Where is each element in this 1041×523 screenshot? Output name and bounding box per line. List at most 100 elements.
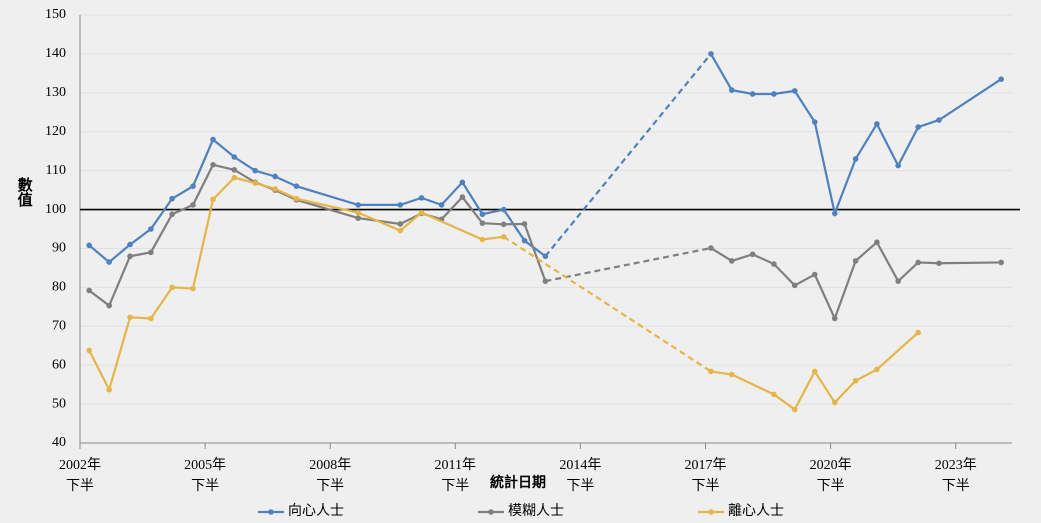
data-point	[210, 196, 216, 203]
data-point	[355, 202, 361, 208]
data-point	[728, 371, 735, 378]
data-point	[190, 202, 196, 208]
data-point	[272, 186, 278, 192]
data-point	[355, 209, 361, 216]
data-point	[459, 179, 466, 186]
data-point	[231, 167, 238, 173]
data-point	[438, 202, 445, 208]
data-point	[542, 253, 549, 260]
data-point	[915, 124, 921, 130]
data-point	[148, 226, 154, 232]
data-point	[852, 156, 859, 162]
x-tick-label: 2023年 下半	[934, 458, 977, 494]
legend-label: 離心人士	[728, 502, 784, 519]
data-point	[749, 91, 756, 97]
data-point	[998, 76, 1004, 82]
series-dashed-line	[545, 246, 712, 283]
data-point	[190, 183, 196, 189]
data-point	[895, 278, 901, 284]
data-point	[479, 220, 486, 226]
series-line	[709, 53, 1002, 218]
data-point	[749, 251, 756, 258]
data-point	[272, 173, 278, 180]
data-point	[231, 154, 238, 160]
y-tick-label: 50	[52, 396, 66, 411]
data-point	[811, 368, 818, 375]
legend-label: 向心人士	[288, 503, 344, 519]
y-tick-label: 90	[52, 241, 66, 256]
data-point	[500, 233, 507, 240]
data-point	[936, 117, 942, 123]
data-point	[542, 278, 549, 284]
data-point	[708, 51, 714, 57]
data-point	[86, 242, 92, 249]
x-tick-label: 2005年 下半	[184, 458, 227, 494]
data-point	[169, 195, 175, 202]
data-point	[148, 249, 154, 256]
legend-marker	[708, 509, 714, 515]
y-tick-label: 150	[45, 7, 66, 22]
data-point	[831, 210, 838, 217]
data-point	[936, 260, 942, 267]
data-point	[771, 391, 777, 398]
series-line	[88, 176, 504, 393]
data-point	[895, 162, 901, 169]
data-point	[418, 195, 425, 201]
data-point	[791, 88, 798, 94]
data-point	[521, 237, 528, 244]
y-tick-label: 60	[52, 357, 66, 372]
series-dashed-line	[503, 235, 712, 373]
x-tick-label: 2017年 下半	[684, 458, 727, 494]
data-point	[874, 121, 880, 127]
data-point	[86, 347, 92, 354]
data-point	[708, 245, 714, 251]
series-line	[88, 163, 547, 308]
data-point	[915, 259, 921, 266]
data-point	[771, 261, 777, 267]
y-tick-label: 140	[45, 46, 66, 61]
data-point	[397, 227, 404, 234]
data-point	[874, 366, 880, 373]
x-tick-label: 2011年 下半	[434, 458, 477, 494]
data-point	[771, 91, 777, 97]
data-point	[791, 282, 798, 289]
legend-marker	[488, 509, 494, 515]
y-tick-label: 40	[52, 435, 66, 450]
data-point	[231, 174, 238, 181]
data-point	[728, 258, 735, 264]
x-tick-label: 2020年 下半	[809, 458, 852, 494]
x-axis-label: 統計日期	[490, 474, 546, 491]
data-point	[190, 285, 196, 292]
data-point	[169, 211, 175, 218]
series-line	[88, 137, 547, 264]
y-tick-label: 100	[45, 202, 66, 217]
data-point	[397, 202, 404, 208]
data-point	[791, 406, 798, 413]
data-point	[252, 167, 258, 174]
x-tick-label: 2008年 下半	[309, 458, 352, 494]
data-point	[210, 162, 216, 168]
data-point	[479, 236, 486, 243]
data-point	[127, 241, 133, 248]
data-point	[998, 259, 1004, 266]
data-point	[728, 87, 735, 93]
data-point	[127, 253, 133, 260]
data-point	[459, 194, 466, 200]
data-point	[355, 215, 361, 221]
series-dashed-line	[544, 53, 712, 257]
data-point	[479, 211, 486, 218]
data-point	[831, 399, 838, 406]
data-point	[293, 183, 300, 189]
data-point	[169, 284, 175, 291]
legend-marker	[268, 509, 274, 515]
data-point	[252, 180, 258, 186]
data-point	[86, 287, 92, 294]
y-axis-label: 數值	[16, 176, 33, 207]
y-tick-label: 70	[52, 318, 66, 333]
data-point	[852, 258, 859, 264]
data-point	[397, 221, 404, 227]
y-tick-label: 80	[52, 280, 66, 295]
data-point	[915, 329, 921, 336]
